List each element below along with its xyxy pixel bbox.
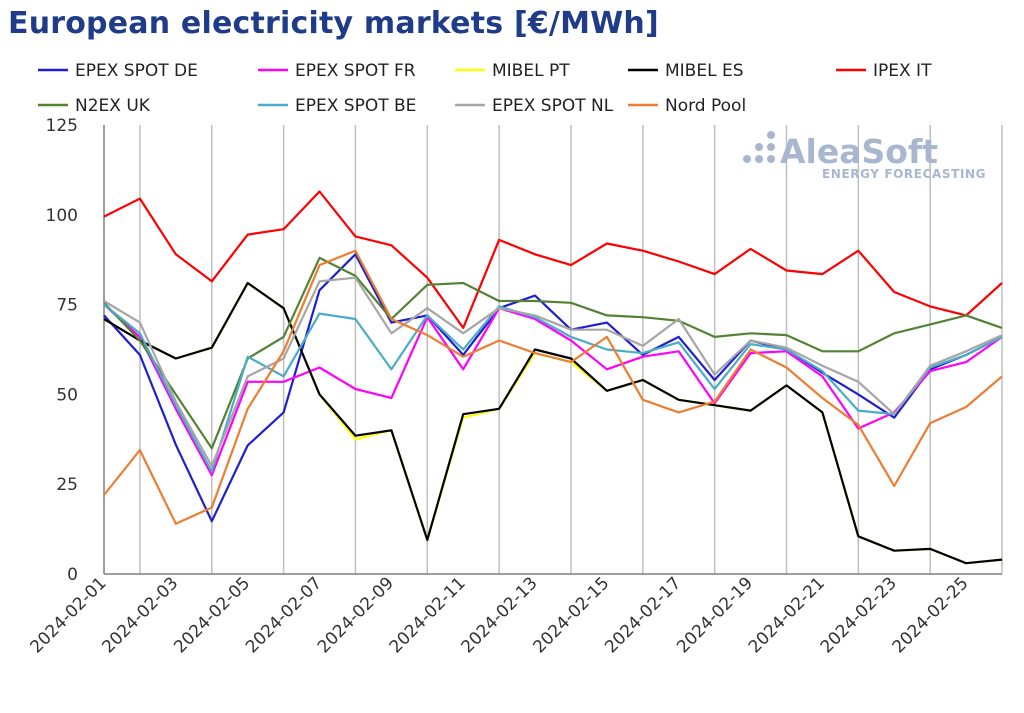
series-line-epex-spot-nl (103, 276, 1003, 468)
legend-item: MIBEL PT (455, 61, 570, 81)
x-tick-label: 2024-02-11 (386, 573, 470, 657)
legend-item: N2EX UK (38, 96, 151, 116)
y-tick-label: 25 (56, 475, 78, 495)
x-tick-label: 2024-02-15 (529, 573, 613, 657)
legend-item: Nord Pool (628, 96, 746, 116)
series-line-epex-spot-be (103, 303, 1003, 473)
grid-lines (139, 125, 1003, 574)
x-tick-label: 2024-02-17 (601, 573, 685, 657)
axes (103, 125, 1002, 575)
x-tick-label: 2024-02-25 (889, 573, 973, 657)
legend-label: EPEX SPOT DE (75, 61, 198, 81)
y-axis-ticks: 0 25 50 75 100 125 (46, 116, 78, 585)
x-tick-label: 2024-02-01 (27, 573, 111, 657)
legend-item: EPEX SPOT FR (258, 61, 416, 81)
legend-label: MIBEL ES (665, 61, 744, 81)
series-line-ipex-it (103, 190, 1003, 329)
legend-item: MIBEL ES (628, 61, 744, 81)
legend-label: EPEX SPOT BE (295, 96, 416, 116)
series-line-mibel-pt (103, 281, 1003, 565)
chart-title: European electricity markets [€/MWh] (8, 6, 659, 41)
series-lines (103, 190, 1003, 565)
legend-item: IPEX IT (836, 61, 932, 81)
x-tick-label: 2024-02-03 (98, 573, 182, 657)
legend-label: EPEX SPOT NL (492, 96, 614, 116)
x-tick-label: 2024-02-21 (745, 573, 829, 657)
x-tick-label: 2024-02-13 (458, 573, 542, 657)
aleasoft-logo: AleaSoft ENERGY FORECASTING (743, 131, 986, 181)
x-tick-label: 2024-02-09 (314, 573, 398, 657)
legend-label: Nord Pool (665, 96, 746, 116)
x-tick-label: 2024-02-07 (242, 573, 326, 657)
series-line-mibel-es (103, 281, 1003, 565)
y-tick-label: 100 (46, 206, 78, 226)
legend-label: MIBEL PT (492, 61, 570, 81)
x-axis-ticks: 2024-02-012024-02-032024-02-052024-02-07… (27, 573, 973, 657)
series-line-n2ex-uk (103, 256, 1003, 450)
y-tick-label: 75 (56, 296, 78, 316)
series-line-nord-pool (103, 249, 1003, 525)
legend-item: EPEX SPOT DE (38, 61, 198, 81)
legend-label: EPEX SPOT FR (295, 61, 416, 81)
y-tick-label: 50 (56, 385, 78, 405)
legend-label: N2EX UK (75, 96, 151, 116)
logo-tagline: ENERGY FORECASTING (822, 167, 986, 181)
x-tick-label: 2024-02-23 (817, 573, 901, 657)
y-tick-label: 125 (46, 116, 78, 136)
legend-item: EPEX SPOT BE (258, 96, 416, 116)
series-line-epex-spot-de (103, 253, 1003, 523)
logo-name: AleaSoft (780, 132, 938, 171)
legend-item: EPEX SPOT NL (455, 96, 614, 116)
x-tick-label: 2024-02-05 (170, 573, 254, 657)
x-tick-label: 2024-02-19 (673, 573, 757, 657)
legend: EPEX SPOT DE EPEX SPOT FR MIBEL PT MIBEL ES… (38, 61, 932, 116)
legend-label: IPEX IT (873, 61, 932, 81)
logo-dots-icon (743, 131, 775, 163)
y-tick-label: 0 (67, 565, 78, 585)
